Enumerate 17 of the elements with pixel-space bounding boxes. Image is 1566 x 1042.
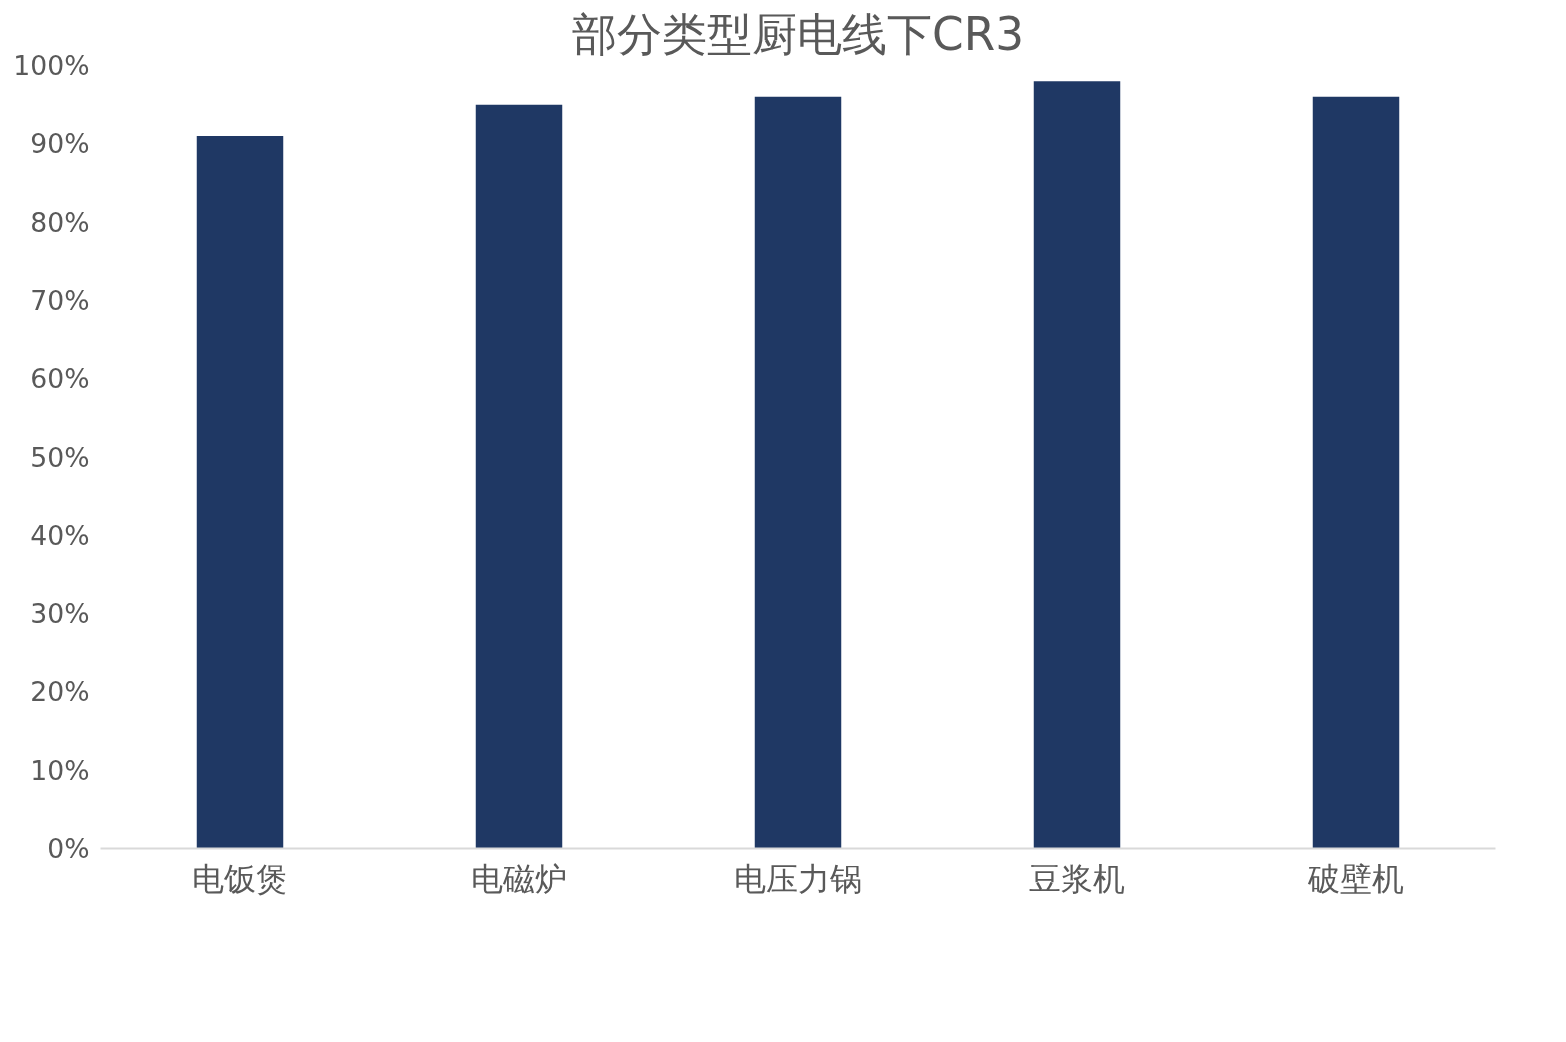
chart-title: 部分类型厨电线下CR3 bbox=[572, 7, 1024, 61]
x-tick-label: 电磁炉 bbox=[471, 859, 567, 898]
y-tick-label: 60% bbox=[30, 363, 90, 395]
y-tick-label: 20% bbox=[30, 676, 90, 708]
y-tick-label: 40% bbox=[30, 519, 90, 551]
y-tick-label: 10% bbox=[30, 754, 90, 786]
y-tick-label: 50% bbox=[30, 441, 90, 473]
x-tick-label: 破壁机 bbox=[1307, 859, 1404, 898]
y-tick-label: 90% bbox=[30, 128, 90, 160]
y-tick-label: 30% bbox=[30, 598, 90, 630]
x-tick-label: 豆浆机 bbox=[1029, 859, 1125, 898]
y-tick-label: 80% bbox=[30, 206, 90, 238]
y-tick-label: 0% bbox=[47, 833, 90, 864]
x-tick-label: 电饭煲 bbox=[192, 859, 288, 898]
x-tick-label: 电压力锅 bbox=[734, 859, 862, 898]
y-tick-label: 100% bbox=[13, 50, 90, 81]
y-tick-label: 70% bbox=[30, 284, 90, 316]
